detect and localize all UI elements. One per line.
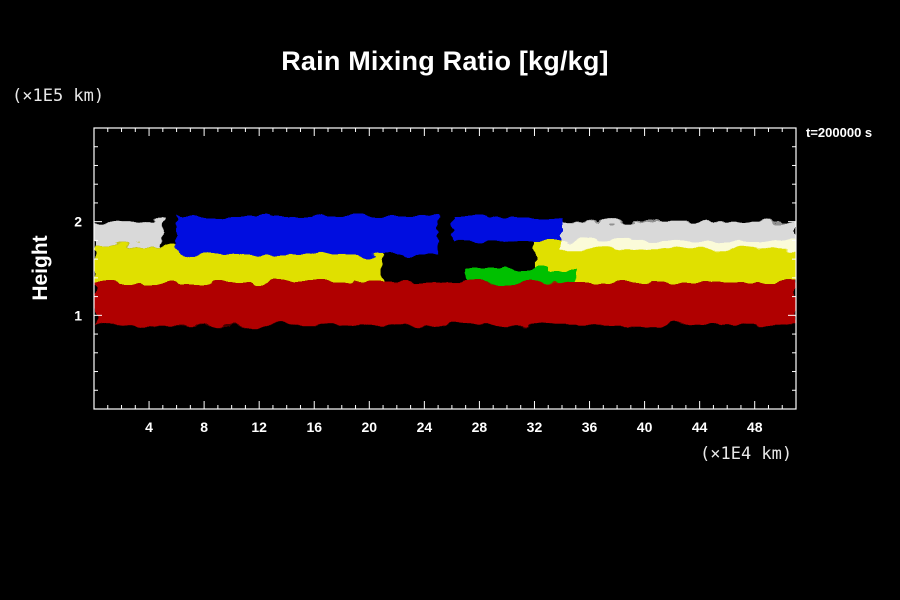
y-axis-unit: (×1E5 km): [12, 86, 105, 106]
chart-title: Rain Mixing Ratio [kg/kg]: [281, 46, 609, 76]
x-tick-label: 16: [306, 419, 322, 435]
x-tick-label: 32: [527, 419, 543, 435]
field-band-high-7: [451, 216, 562, 241]
plot-frame: [93, 127, 797, 410]
field-band-high-6: [176, 216, 439, 255]
x-tick-label: 4: [145, 419, 153, 435]
x-tick-label: 44: [692, 419, 708, 435]
rain-field: [94, 216, 796, 325]
x-tick-label: 48: [747, 419, 763, 435]
x-tick-label: 20: [362, 419, 378, 435]
field-band-low-0: [94, 282, 796, 325]
x-tick-label: 24: [417, 419, 433, 435]
x-tick-label: 12: [251, 419, 267, 435]
x-tick-label: 8: [200, 419, 208, 435]
time-label: t=200000 s: [806, 125, 873, 140]
y-tick-label: 1: [74, 307, 82, 323]
x-tick-label: 40: [637, 419, 653, 435]
field-band-mid_high-4: [94, 221, 163, 246]
field-band-mid_high-5: [562, 221, 796, 250]
x-tick-label: 36: [582, 419, 598, 435]
x-axis-unit: (×1E4 km): [700, 444, 793, 464]
y-tick-label: 2: [74, 214, 82, 230]
x-tick-label: 28: [472, 419, 488, 435]
field-band-mid_low-3: [465, 268, 576, 283]
